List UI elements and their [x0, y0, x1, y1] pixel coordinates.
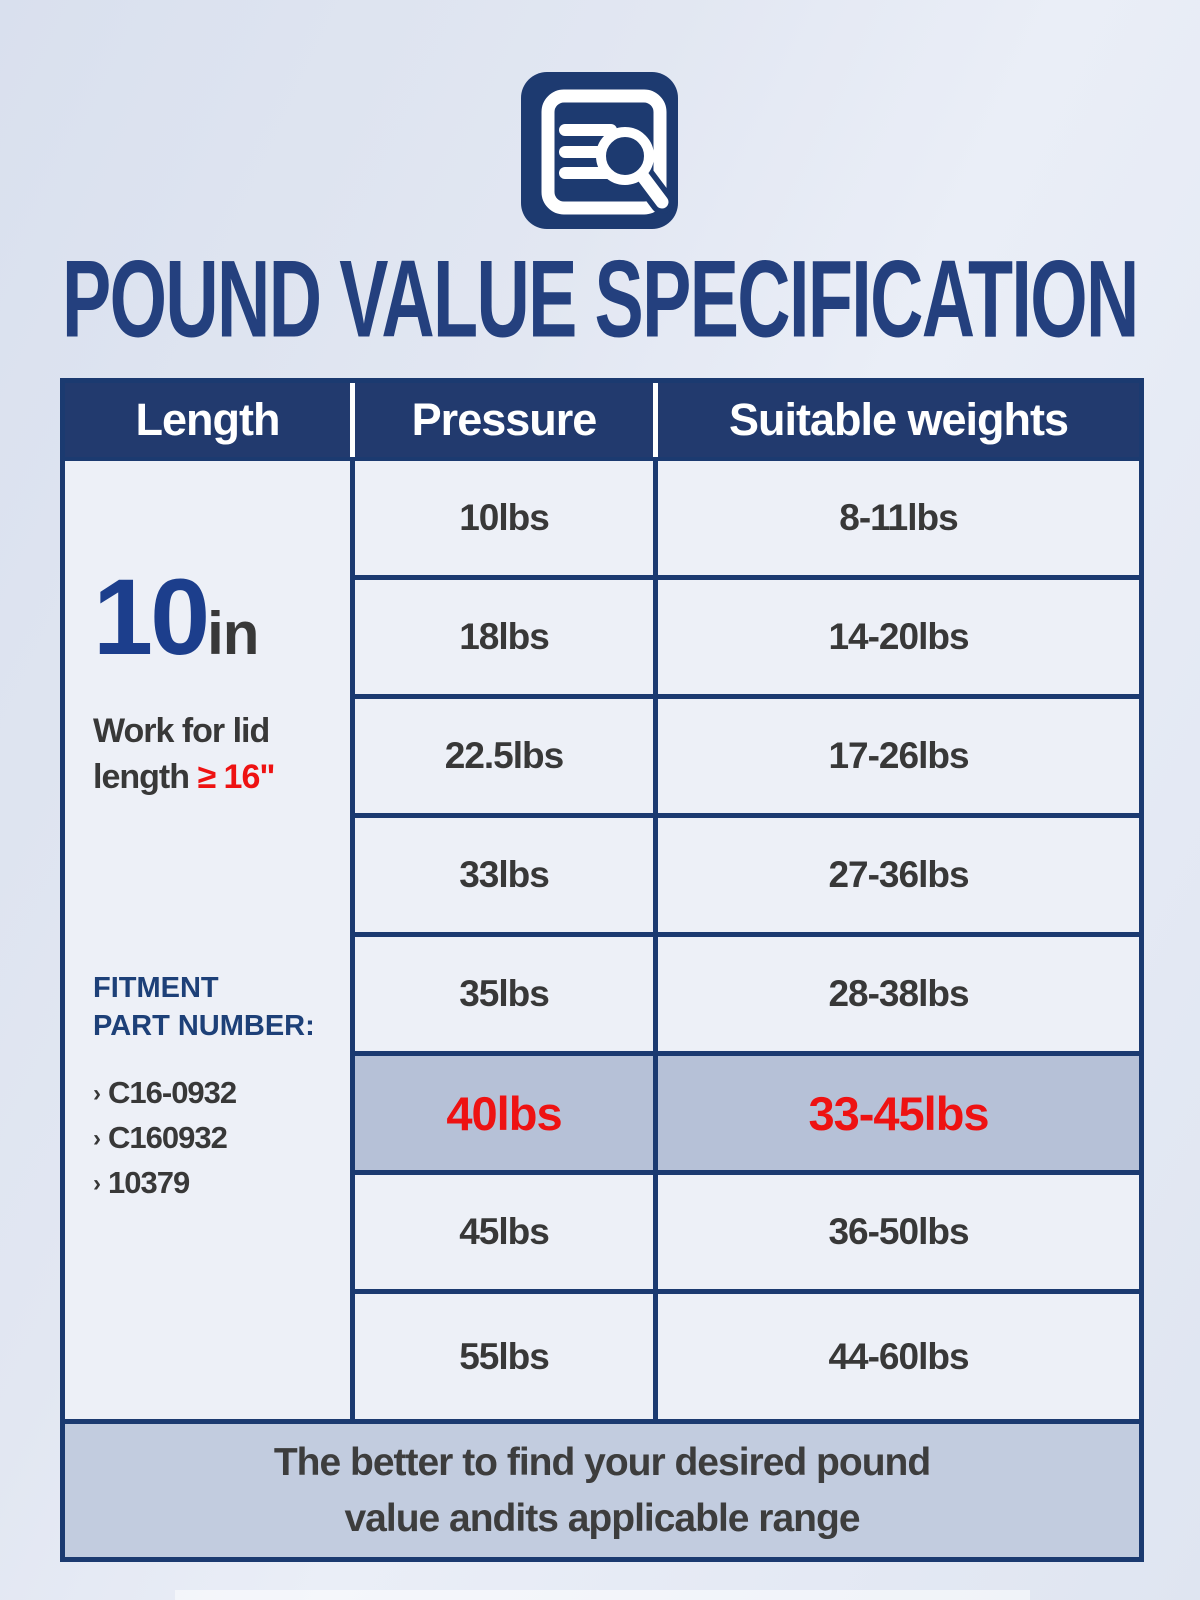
pressure-cell: 35lbs — [355, 937, 653, 1051]
weights-cell: 36-50lbs — [658, 1175, 1139, 1289]
table-body: 10in Work for lid length ≥ 16" FITMENT P… — [65, 461, 1139, 1557]
pressure-cell: 10lbs — [355, 461, 653, 575]
weights-cell: 14-20lbs — [658, 580, 1139, 694]
weights-cell: 33-45lbs — [658, 1056, 1139, 1170]
pressure-cell: 40lbs — [355, 1056, 653, 1170]
weights-cell: 44-60lbs — [658, 1294, 1139, 1419]
next-section-strip — [175, 1590, 1030, 1600]
weights-cell: 17-26lbs — [658, 699, 1139, 813]
document-search-icon — [521, 72, 678, 229]
chevron-bullet-icon: › — [93, 1170, 101, 1198]
pressure-cell: 18lbs — [355, 580, 653, 694]
pressure-cell: 45lbs — [355, 1175, 653, 1289]
pressure-cell: 55lbs — [355, 1294, 653, 1419]
footer-line2: value andits applicable range — [344, 1496, 860, 1540]
part-number-item: › C160932 — [93, 1120, 228, 1156]
lid-length-note: Work for lid length ≥ 16" — [93, 709, 350, 801]
strut-length-unit: in — [207, 600, 259, 667]
spec-table: Length Pressure Suitable weights 10in Wo… — [60, 378, 1144, 1562]
strut-length-value: 10 — [93, 556, 210, 677]
lid-min-length: ≥ 16" — [197, 757, 275, 796]
header-suitable-weights: Suitable weights — [658, 383, 1139, 457]
footer-line1: The better to find your desired pound — [273, 1441, 931, 1485]
fitment-label: FITMENT PART NUMBER: — [93, 971, 315, 1043]
part-number-list: › C16-0932 › C160932 › 10379 — [93, 1071, 350, 1206]
chevron-bullet-icon: › — [93, 1125, 101, 1153]
length-cell: 10in Work for lid length ≥ 16" FITMENT P… — [65, 461, 350, 1419]
strut-length: 10in — [93, 563, 350, 671]
weights-cell: 28-38lbs — [658, 937, 1139, 1051]
weights-cell: 27-36lbs — [658, 818, 1139, 932]
header-pressure: Pressure — [355, 383, 653, 457]
weights-cell: 8-11lbs — [658, 461, 1139, 575]
table-footer: The better to find your desired pound va… — [65, 1424, 1139, 1557]
lid-note-line1: Work for lid — [93, 712, 270, 750]
part-number-item: › C16-0932 — [93, 1075, 237, 1111]
page-title-text: POUND VALUE SPECIFICATION — [62, 238, 1139, 361]
table-header-row: Length Pressure Suitable weights — [65, 383, 1139, 457]
chevron-bullet-icon: › — [93, 1080, 101, 1108]
pressure-cell: 33lbs — [355, 818, 653, 932]
page-title: POUND VALUE SPECIFICATION — [0, 238, 1200, 360]
part-number-item: › 10379 — [93, 1165, 190, 1201]
header-length: Length — [65, 383, 350, 457]
lid-note-line2: length ≥ 16" — [93, 757, 275, 796]
pressure-cell: 22.5lbs — [355, 699, 653, 813]
